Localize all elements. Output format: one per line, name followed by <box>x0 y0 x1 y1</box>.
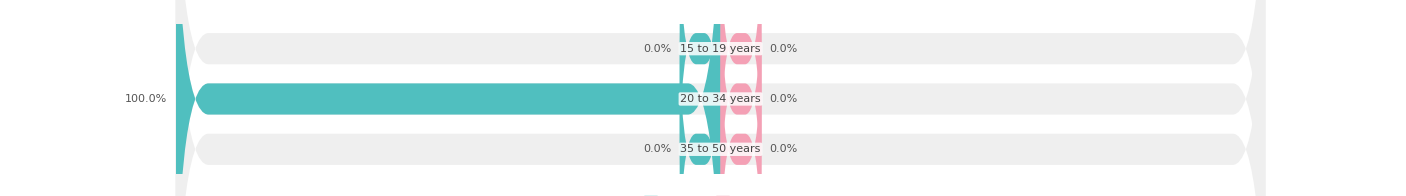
Text: 35 to 50 years: 35 to 50 years <box>681 144 761 154</box>
Text: 100.0%: 100.0% <box>125 94 167 104</box>
Legend: Married, Unmarried: Married, Unmarried <box>640 192 801 196</box>
Text: 0.0%: 0.0% <box>644 144 672 154</box>
FancyBboxPatch shape <box>679 0 721 184</box>
Text: 0.0%: 0.0% <box>769 144 797 154</box>
FancyBboxPatch shape <box>176 0 1265 196</box>
Text: 0.0%: 0.0% <box>769 94 797 104</box>
FancyBboxPatch shape <box>721 14 762 196</box>
FancyBboxPatch shape <box>721 0 762 184</box>
Text: 20 to 34 years: 20 to 34 years <box>681 94 761 104</box>
FancyBboxPatch shape <box>176 0 1265 196</box>
Text: 0.0%: 0.0% <box>769 44 797 54</box>
FancyBboxPatch shape <box>176 0 1265 196</box>
Text: 0.0%: 0.0% <box>644 44 672 54</box>
FancyBboxPatch shape <box>679 14 721 196</box>
FancyBboxPatch shape <box>176 0 721 196</box>
FancyBboxPatch shape <box>721 0 762 196</box>
Text: 15 to 19 years: 15 to 19 years <box>681 44 761 54</box>
